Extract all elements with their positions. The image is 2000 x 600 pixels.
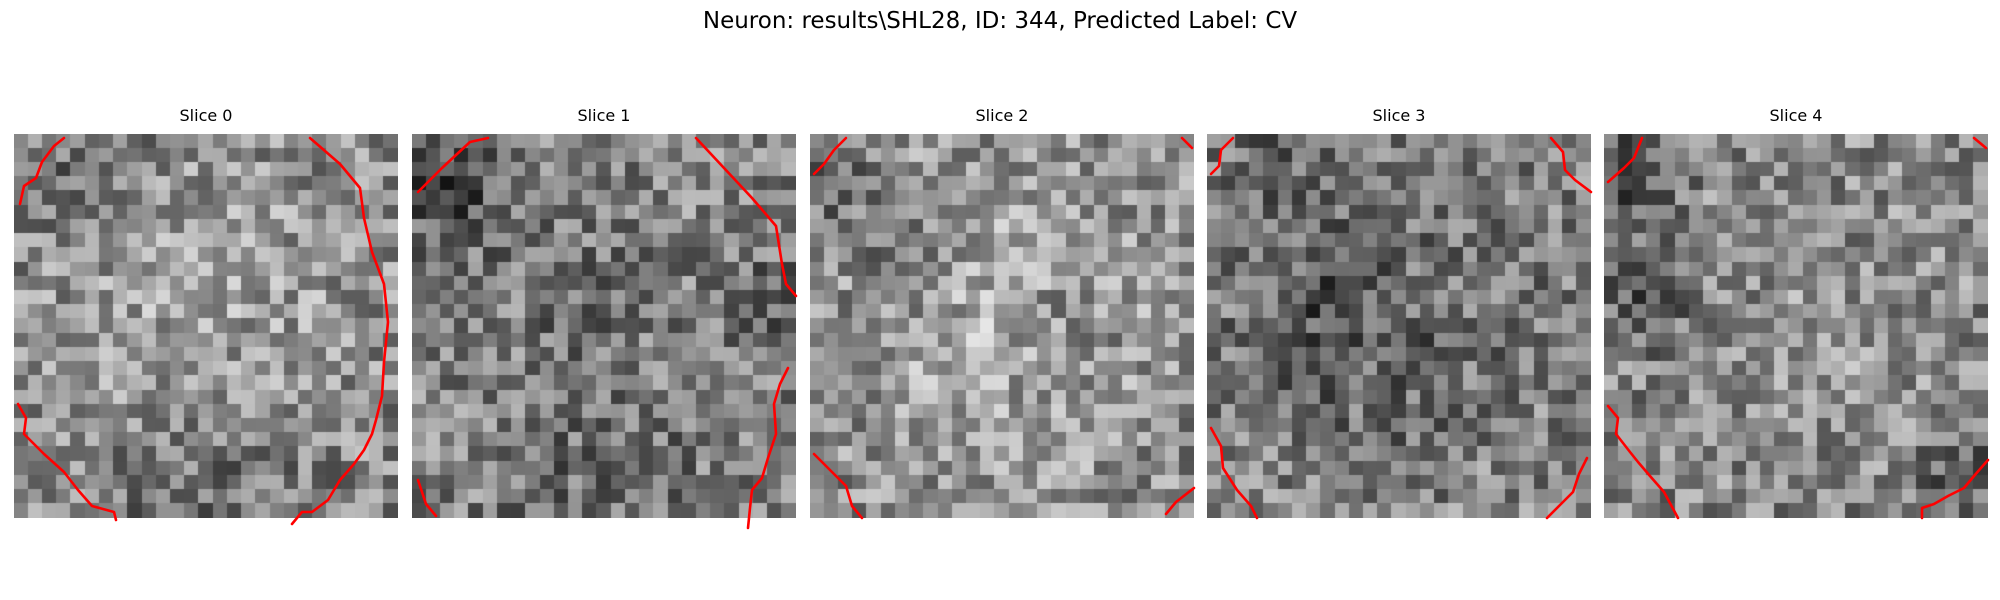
slice-title: Slice 2 (975, 106, 1029, 125)
roi-contour (1180, 136, 1194, 150)
roi-contour (1606, 136, 1644, 184)
slice-image (1604, 134, 1988, 518)
slice-image (1207, 134, 1591, 518)
roi-contour-overlay (416, 136, 798, 530)
slice-title: Slice 1 (577, 106, 631, 125)
roi-contour (416, 478, 438, 518)
roi-contour-overlay (1209, 136, 1593, 520)
roi-contour (416, 136, 490, 194)
roi-contour (1606, 404, 1680, 520)
roi-contour (694, 136, 798, 298)
roi-contour (1549, 136, 1593, 194)
roi-contour (1164, 486, 1196, 516)
slice-title: Slice 4 (1769, 106, 1823, 125)
figure-title: Neuron: results\SHL28, ID: 344, Predicte… (702, 8, 1298, 34)
roi-contour (1545, 456, 1589, 520)
roi-contour (1920, 458, 1990, 520)
slice-title: Slice 3 (1372, 106, 1426, 125)
roi-contour (1972, 136, 1988, 150)
roi-contour (812, 452, 864, 520)
roi-contour-overlay (812, 136, 1196, 520)
slice-image (14, 134, 398, 518)
roi-contour (18, 136, 66, 206)
roi-contour (812, 136, 848, 176)
roi-contour-overlay (1606, 136, 1990, 520)
slice-title: Slice 0 (179, 106, 233, 125)
roi-contour (1209, 426, 1259, 520)
slice-image (810, 134, 1194, 518)
roi-contour (746, 366, 790, 530)
slice-image (412, 134, 796, 518)
roi-contour-overlay (16, 136, 390, 526)
roi-contour (16, 402, 118, 522)
roi-contour (1209, 136, 1235, 176)
roi-contour (290, 136, 390, 526)
